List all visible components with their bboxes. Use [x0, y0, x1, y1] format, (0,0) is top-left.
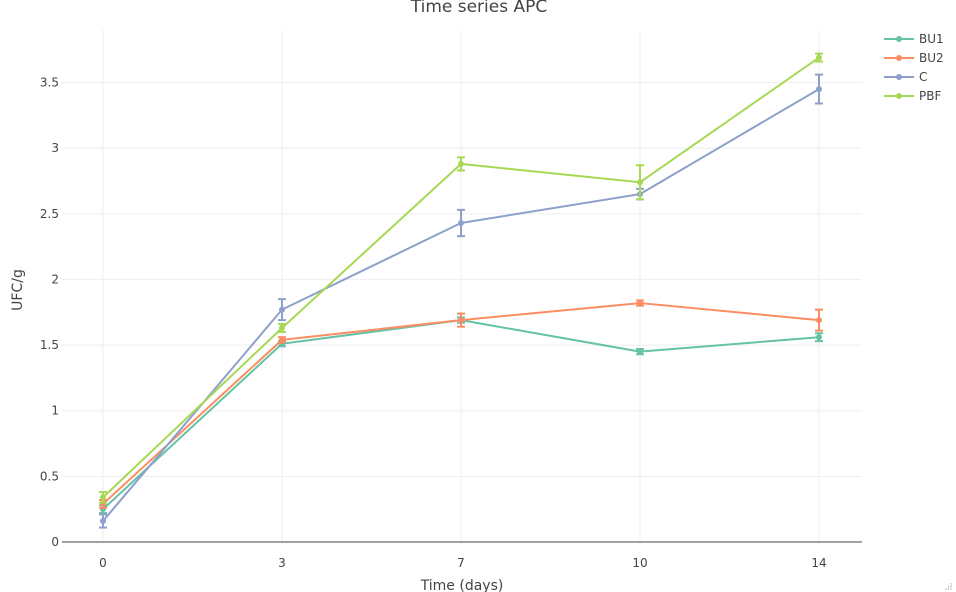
legend-item-pbf[interactable]: PBF	[884, 89, 941, 103]
data-point[interactable]	[458, 160, 464, 167]
gridlines	[62, 30, 862, 542]
series-c	[99, 73, 823, 529]
legend-label: C	[919, 70, 927, 84]
data-point[interactable]	[100, 494, 106, 501]
y-axis-title: UFC/g	[10, 269, 26, 311]
y-tick-label: 2.5	[40, 207, 59, 221]
x-tick-label: 14	[811, 556, 826, 570]
y-tick-label: 0	[51, 535, 59, 549]
x-tick-label: 7	[457, 556, 465, 570]
chart-title: Time series APC	[410, 0, 548, 17]
series-bu2	[99, 299, 823, 509]
x-tick-label: 3	[278, 556, 286, 570]
axes: 0 3 7 10 14 0 0.5 1 1.5 2 2.5 3 3.5	[40, 76, 862, 570]
y-tick-label: 3.5	[40, 76, 59, 90]
y-tick-label: 2	[51, 272, 59, 286]
data-point[interactable]	[637, 348, 643, 355]
y-tick-label: 1	[51, 404, 59, 418]
legend-item-c[interactable]: C	[884, 70, 927, 84]
data-point[interactable]	[279, 336, 285, 343]
resize-grip-icon[interactable]	[944, 582, 952, 590]
x-tick-label: 0	[99, 556, 107, 570]
data-point[interactable]	[637, 179, 643, 186]
series-pbf	[99, 52, 823, 504]
data-point[interactable]	[816, 86, 822, 93]
y-tick-label: 0.5	[40, 469, 59, 483]
y-tick-label: 1.5	[40, 338, 59, 352]
data-point[interactable]	[637, 300, 643, 307]
series-plot-area	[99, 52, 823, 529]
legend-label: BU1	[919, 32, 944, 46]
legend-label: BU2	[919, 51, 944, 65]
data-point[interactable]	[458, 317, 464, 324]
legend-swatch-marker	[896, 55, 902, 61]
legend-item-bu2[interactable]: BU2	[884, 51, 944, 65]
x-tick-label: 10	[632, 556, 647, 570]
data-point[interactable]	[279, 306, 285, 313]
data-point[interactable]	[816, 334, 822, 341]
legend-label: PBF	[919, 89, 941, 103]
data-point[interactable]	[279, 325, 285, 332]
data-point[interactable]	[816, 317, 822, 324]
data-point[interactable]	[458, 219, 464, 226]
data-point[interactable]	[816, 54, 822, 61]
legend-item-bu1[interactable]: BU1	[884, 32, 944, 46]
x-axis-title: Time (days)	[420, 578, 504, 592]
data-point[interactable]	[100, 517, 106, 524]
legend-swatch-marker	[896, 74, 902, 80]
y-tick-label: 3	[51, 141, 59, 155]
legend-swatch-marker	[896, 36, 902, 42]
legend[interactable]: BU1 BU2 C PBF	[884, 32, 944, 103]
legend-swatch-marker	[896, 93, 902, 99]
